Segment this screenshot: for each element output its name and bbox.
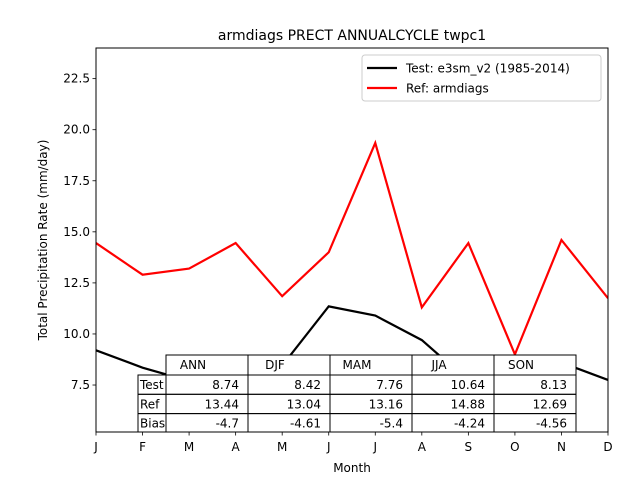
table-row-label: Bias <box>140 417 165 431</box>
y-tick-label: 22.5 <box>63 72 90 86</box>
legend-label: Test: e3sm_v2 (1985-2014) <box>405 62 570 76</box>
stats-table: ANN DJF MAM JJA SON Test 8.74 8.42 7.76 10.64 8.13… <box>137 354 577 433</box>
table-cell-value: -4.7 <box>216 417 239 431</box>
table-cell-value: -5.4 <box>380 417 403 431</box>
table-col-header: ANN <box>180 358 206 372</box>
table-cell-value: -4.56 <box>536 417 567 431</box>
table-row-label: Ref <box>140 397 160 411</box>
chart-title: armdiags PRECT ANNUALCYCLE twpc1 <box>218 28 486 44</box>
x-tick-label: M <box>277 440 287 454</box>
table-header-bg <box>166 355 576 375</box>
table-cell-value: 12.69 <box>533 397 567 411</box>
y-tick-label: 15.0 <box>63 225 90 239</box>
series-line-ref <box>96 139 608 358</box>
table-col-header: MAM <box>343 358 372 372</box>
x-tick-label: J <box>326 440 331 454</box>
table-body-bg <box>138 375 576 432</box>
y-tick-label: 7.5 <box>71 378 90 392</box>
table-cell-value: 8.74 <box>212 378 239 392</box>
x-tick-label: O <box>510 440 519 454</box>
table-row-label: Test <box>139 378 164 392</box>
x-tick-label: M <box>184 440 194 454</box>
x-tick-label: A <box>418 440 427 454</box>
y-tick-label: 17.5 <box>63 174 90 188</box>
y-axis-label: Total Precipitation Rate (mm/day) <box>36 140 50 342</box>
x-tick-label: N <box>557 440 566 454</box>
table-col-header: DJF <box>265 358 285 372</box>
legend-box <box>361 54 602 102</box>
legend: Test: e3sm_v2 (1985-2014) Ref: armdiags <box>361 54 602 102</box>
table-cell-value: 13.16 <box>369 397 403 411</box>
table-cell-value: 13.04 <box>287 397 321 411</box>
table-col-header: JJA <box>430 358 447 372</box>
x-axis-label: Month <box>333 461 371 475</box>
table-col-header: SON <box>508 358 534 372</box>
plot-frame <box>95 47 609 433</box>
legend-label: Ref: armdiags <box>406 82 489 96</box>
table-cell-value: 13.44 <box>205 397 239 411</box>
x-tick-label: S <box>465 440 473 454</box>
table-cell-value: 8.42 <box>294 378 321 392</box>
y-tick-label: 10.0 <box>63 327 90 341</box>
y-tick-label: 20.0 <box>63 123 90 137</box>
table-cell-value: 10.64 <box>451 378 485 392</box>
x-tick-label: J <box>372 440 377 454</box>
x-tick-label: J <box>93 440 98 454</box>
table-cell-value: -4.61 <box>290 417 321 431</box>
x-tick-label: D <box>603 440 612 454</box>
table-cell-value: 8.13 <box>540 378 567 392</box>
table-cell-value: 14.88 <box>451 397 485 411</box>
table-cell-value: -4.24 <box>454 417 485 431</box>
table-cell-value: 7.76 <box>376 378 403 392</box>
x-tick-label: F <box>139 440 146 454</box>
x-tick-label: A <box>232 440 241 454</box>
axis-ticks: 7.510.012.515.017.520.022.5J F M A M J J A S O N D <box>63 72 612 454</box>
y-tick-label: 12.5 <box>63 276 90 290</box>
